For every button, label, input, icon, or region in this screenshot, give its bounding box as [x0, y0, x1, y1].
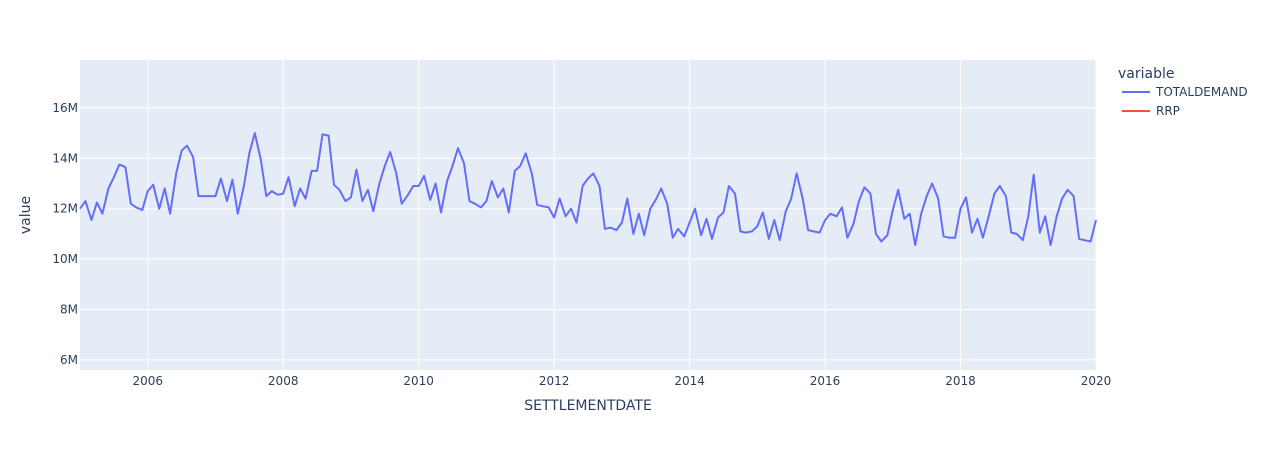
- x-tick-label: 2020: [1081, 374, 1112, 388]
- series-line-totaldemand: [79, 132, 1097, 247]
- gridlines: [80, 60, 1097, 370]
- x-tick-label: 2014: [674, 374, 705, 388]
- tick-labels: 6M 8M 10M 12M 14M 16M 2006 2008 2010 2012 2014 2016…: [52, 101, 1111, 388]
- y-tick-label: 6M: [60, 353, 78, 367]
- x-tick-label: 2016: [810, 374, 841, 388]
- legend: variable TOTALDEMAND RRP: [1118, 66, 1248, 118]
- plot-background: [80, 60, 1096, 370]
- y-tick-label: 12M: [52, 202, 78, 216]
- legend-label-totaldemand: TOTALDEMAND: [1155, 85, 1248, 99]
- y-axis-title: value: [18, 196, 34, 234]
- legend-item-rrp[interactable]: RRP: [1122, 104, 1180, 118]
- y-tick-label: 16M: [52, 101, 78, 115]
- legend-label-rrp: RRP: [1156, 104, 1180, 118]
- y-tick-label: 10M: [52, 252, 78, 266]
- x-tick-label: 2012: [539, 374, 570, 388]
- legend-item-totaldemand[interactable]: TOTALDEMAND: [1122, 85, 1248, 99]
- series-layer: [79, 132, 1097, 247]
- y-tick-label: 8M: [60, 303, 78, 317]
- x-tick-label: 2018: [945, 374, 976, 388]
- x-tick-label: 2010: [403, 374, 434, 388]
- legend-title: variable: [1118, 66, 1174, 82]
- x-tick-label: 2006: [132, 374, 163, 388]
- y-tick-label: 14M: [52, 151, 78, 165]
- x-axis-title: SETTLEMENTDATE: [524, 398, 652, 414]
- x-tick-label: 2008: [268, 374, 299, 388]
